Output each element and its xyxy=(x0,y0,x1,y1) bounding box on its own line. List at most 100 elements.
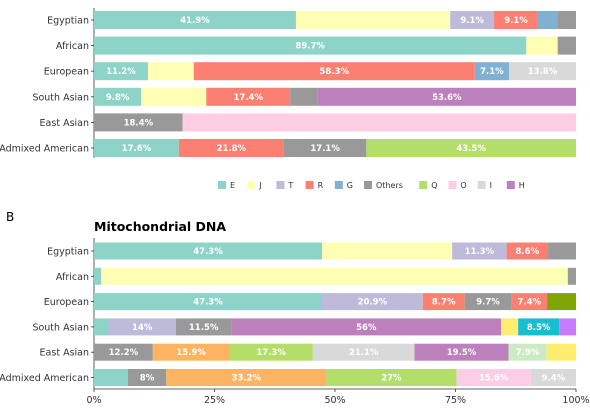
data-label-a-european-i: 13.8% xyxy=(528,67,558,77)
mitochondrial-panel: Egyptian 47.3% 11.3% 8.6% African European 47.… xyxy=(0,238,576,390)
data-label-a-egyptian-r: 9.1% xyxy=(504,16,528,26)
data-label-b-admixed-american-others: 8% xyxy=(140,374,155,384)
bar-segment-b-east-asian-g xyxy=(546,343,576,361)
bar-segment-a-egyptian-e xyxy=(94,11,296,29)
legend-swatch-h xyxy=(506,181,515,189)
legend-swatch-r xyxy=(305,181,314,189)
legend-label-r: R xyxy=(318,181,324,190)
data-label-b-east-asian-f: 21.1% xyxy=(349,348,379,358)
category-label-b-european: European xyxy=(44,297,89,308)
data-label-b-egyptian-l: 47.3% xyxy=(193,247,223,257)
bar-segment-a-east-asian-others xyxy=(94,113,183,132)
category-label-a-european: European xyxy=(44,67,89,78)
data-label-b-european-others: 9.7% xyxy=(476,298,500,308)
bar-segment-b-european-u xyxy=(422,293,465,311)
legend: E J T R G Others Q O I H xyxy=(218,181,525,190)
bar-segment-a-european-g xyxy=(474,62,510,81)
x-tick-label-3: 75% xyxy=(445,395,466,406)
data-label-b-european-h: 20.9% xyxy=(358,298,388,308)
data-label-b-east-asian-m7: 19.5% xyxy=(447,348,477,358)
bar-segment-b-admixed-american-a xyxy=(456,369,531,386)
bar-segment-b-south-asian-w xyxy=(559,318,576,336)
legend-label-j: J xyxy=(258,181,261,190)
bar-segment-b-egyptian-l2 xyxy=(321,242,453,260)
x-tick-label-4: 100% xyxy=(562,395,589,406)
bar-segment-a-south-asian-j xyxy=(141,87,207,106)
bar-segment-a-egyptian-g xyxy=(537,11,558,29)
bar-segment-b-european-j xyxy=(547,293,576,311)
bar-segment-a-admixed-american-others xyxy=(283,139,367,157)
data-label-b-admixed-american-d: 33.2% xyxy=(232,374,262,384)
data-label-a-admixed-american-r: 21.8% xyxy=(217,144,247,154)
data-label-b-admixed-american-x: 9.4% xyxy=(542,374,566,384)
category-label-a-admixed-american: Admixed American xyxy=(0,144,89,155)
bar-segment-b-african-others xyxy=(567,267,576,285)
bar-segment-b-east-asian-others xyxy=(94,343,153,361)
bar-segment-a-admixed-american-r xyxy=(178,139,284,157)
bar-segment-b-east-asian-b xyxy=(229,343,313,361)
x-tick-label-0: 0% xyxy=(86,395,101,406)
category-label-b-african: African xyxy=(56,272,89,283)
data-label-b-european-k: 7.4% xyxy=(517,298,541,308)
bar-segment-b-east-asian-f xyxy=(312,343,415,361)
bar-segment-a-european-e xyxy=(94,62,148,81)
legend-swatch-i xyxy=(477,181,486,189)
data-label-b-european-l: 47.3% xyxy=(193,298,223,308)
data-label-b-south-asian-n: 8.5% xyxy=(527,323,551,333)
category-label-a-egyptian: Egyptian xyxy=(47,16,89,27)
category-label-a-african: African xyxy=(56,41,89,52)
bar-segment-a-egyptian-j xyxy=(295,11,451,29)
legend-label-q: Q xyxy=(431,181,437,190)
bar-segment-a-egyptian-others xyxy=(557,11,576,29)
legend-label-others: Others xyxy=(376,181,403,190)
bar-segment-a-european-j xyxy=(147,62,194,81)
bar-segment-a-south-asian-h xyxy=(317,87,576,106)
bar-segment-a-south-asian-e xyxy=(94,87,142,106)
bar-segment-b-admixed-american-others xyxy=(127,369,167,386)
bar-segment-b-admixed-american-x xyxy=(530,369,576,386)
bar-segment-b-admixed-american-b xyxy=(326,369,457,386)
legend-swatch-e xyxy=(218,181,226,189)
data-label-b-east-asian-d: 15.9% xyxy=(176,348,206,358)
bar-segment-b-african-l2 xyxy=(101,267,568,285)
bar-segment-b-south-asian-others xyxy=(175,318,232,336)
legend-swatch-t xyxy=(276,181,285,189)
data-label-b-admixed-american-a: 15.6% xyxy=(479,374,509,384)
bar-segment-a-egyptian-r xyxy=(494,11,538,29)
x-axis-ticks: 0% 25% 50% 75% 100% xyxy=(86,389,590,406)
legend-swatch-others xyxy=(364,181,372,189)
bar-segment-a-european-r xyxy=(193,62,475,81)
bar-segment-b-egyptian-others xyxy=(548,242,576,260)
data-label-a-egyptian-e: 41.9% xyxy=(180,16,210,26)
data-label-a-european-g: 7.1% xyxy=(480,67,504,77)
bar-segment-b-south-asian-r xyxy=(501,318,519,336)
bar-segment-a-egyptian-t xyxy=(450,11,495,29)
data-label-b-south-asian-others: 11.5% xyxy=(189,323,219,333)
legend-swatch-q xyxy=(419,181,428,189)
bar-segment-a-admixed-american-q xyxy=(366,139,576,157)
category-label-b-east-asian: East Asian xyxy=(40,348,89,359)
data-label-b-south-asian-h: 14% xyxy=(132,323,153,333)
data-label-a-east-asian-others: 18.4% xyxy=(124,118,154,128)
bar-segment-b-egyptian-h xyxy=(452,242,507,260)
bar-segment-b-egyptian-u xyxy=(506,242,549,260)
panel-label-b: B xyxy=(6,210,14,224)
legend-label-i: I xyxy=(490,181,492,190)
data-label-b-east-asian-b: 17.3% xyxy=(256,348,286,358)
category-label-b-south-asian: South Asian xyxy=(32,322,89,333)
data-label-b-east-asian-others: 12.2% xyxy=(109,348,139,358)
bar-segment-a-african-e xyxy=(94,36,527,55)
data-label-a-south-asian-r: 17.4% xyxy=(233,93,263,103)
data-label-a-european-e: 11.2% xyxy=(106,67,136,77)
category-label-a-east-asian: East Asian xyxy=(40,118,89,129)
bar-segment-a-east-asian-o xyxy=(182,113,577,132)
category-label-b-admixed-american: Admixed American xyxy=(0,373,89,384)
legend-label-t: T xyxy=(287,181,293,190)
mitochondrial-chart-title: Mitochondrial DNA xyxy=(94,219,226,234)
x-tick-label-2: 50% xyxy=(324,395,345,406)
data-label-b-egyptian-h: 11.3% xyxy=(465,247,495,257)
bar-segment-b-south-asian-l xyxy=(94,318,109,336)
data-label-b-european-u: 8.7% xyxy=(432,298,456,308)
legend-swatch-o xyxy=(448,181,457,189)
